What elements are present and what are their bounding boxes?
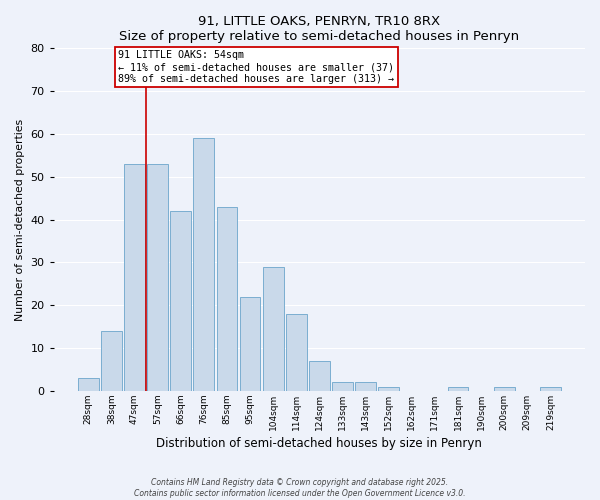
- Bar: [309, 361, 330, 391]
- Bar: [170, 211, 191, 391]
- Bar: [239, 296, 260, 391]
- Bar: [124, 164, 145, 391]
- Bar: [193, 138, 214, 391]
- Bar: [448, 386, 469, 391]
- Bar: [78, 378, 98, 391]
- Bar: [286, 314, 307, 391]
- Bar: [217, 207, 238, 391]
- Title: 91, LITTLE OAKS, PENRYN, TR10 8RX
Size of property relative to semi-detached hou: 91, LITTLE OAKS, PENRYN, TR10 8RX Size o…: [119, 15, 520, 43]
- Bar: [540, 386, 561, 391]
- Bar: [101, 331, 122, 391]
- Bar: [355, 382, 376, 391]
- Bar: [378, 386, 399, 391]
- X-axis label: Distribution of semi-detached houses by size in Penryn: Distribution of semi-detached houses by …: [157, 437, 482, 450]
- Text: Contains HM Land Registry data © Crown copyright and database right 2025.
Contai: Contains HM Land Registry data © Crown c…: [134, 478, 466, 498]
- Bar: [147, 164, 168, 391]
- Bar: [494, 386, 515, 391]
- Text: 91 LITTLE OAKS: 54sqm
← 11% of semi-detached houses are smaller (37)
89% of semi: 91 LITTLE OAKS: 54sqm ← 11% of semi-deta…: [118, 50, 394, 84]
- Bar: [332, 382, 353, 391]
- Y-axis label: Number of semi-detached properties: Number of semi-detached properties: [15, 118, 25, 320]
- Bar: [263, 266, 284, 391]
